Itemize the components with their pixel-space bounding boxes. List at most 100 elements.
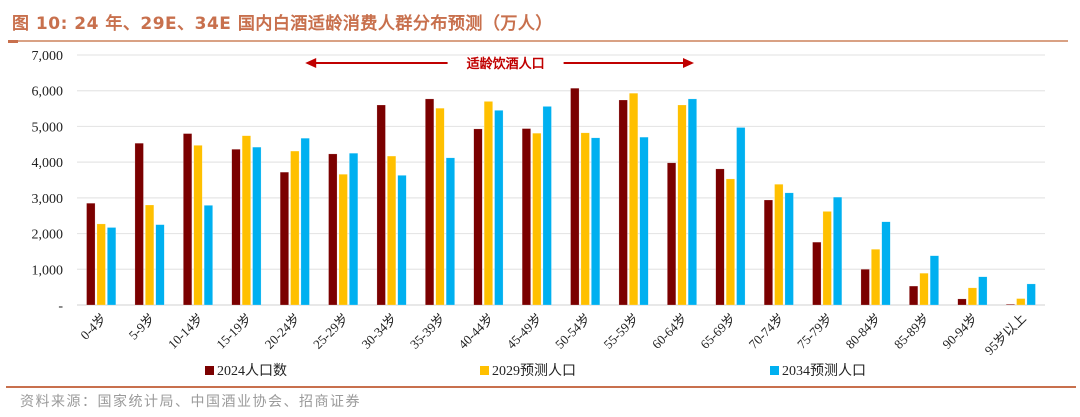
bar-2024人口数-5-9岁 — [134, 143, 144, 306]
bar-2024人口数-30-34岁 — [376, 104, 386, 306]
bar-2034预测人口-95岁以上 — [1026, 283, 1036, 306]
bar-2034预测人口-80-84岁 — [881, 221, 891, 306]
title-divider-accent — [8, 40, 18, 43]
bar-2034预测人口-45-49岁 — [542, 106, 552, 306]
bar-2029预测人口-30-34岁 — [387, 155, 397, 306]
bar-2034预测人口-5-9岁 — [155, 224, 165, 306]
source-note: 资料来源：国家统计局、中国酒业协会、招商证券 — [20, 394, 361, 410]
bar-2029预测人口-20-24岁 — [290, 150, 300, 306]
x-tick-label: 45-49岁 — [504, 311, 545, 352]
bar-2029预测人口-35-39岁 — [435, 108, 445, 306]
bar-2024人口数-85-89岁 — [909, 285, 919, 306]
bar-2024人口数-80-84岁 — [860, 269, 870, 306]
x-tick-label: 60-64岁 — [649, 311, 690, 352]
bar-2029预测人口-80-84岁 — [871, 249, 881, 306]
bar-2029预测人口-45-49岁 — [532, 133, 542, 306]
bar-2024人口数-75-79岁 — [812, 241, 822, 306]
x-tick-label: 75-79岁 — [794, 311, 835, 352]
y-tick-label: 6,000 — [32, 85, 64, 100]
legend-swatch-2029 — [480, 366, 489, 375]
bar-2024人口数-25-29岁 — [328, 153, 338, 306]
bar-2034预测人口-10-14岁 — [203, 205, 213, 306]
x-tick-label: 95岁以上 — [982, 311, 1029, 358]
bar-2024人口数-65-69岁 — [715, 168, 725, 306]
legend-swatch-2034 — [770, 366, 779, 375]
bar-2024人口数-60-64岁 — [667, 162, 677, 306]
bar-2024人口数-45-49岁 — [521, 128, 531, 306]
bar-2034预测人口-20-24岁 — [300, 138, 310, 306]
bar-2034预测人口-50-54岁 — [591, 137, 601, 306]
bar-2024人口数-10-14岁 — [183, 133, 193, 306]
bar-2029预测人口-70-74岁 — [774, 184, 784, 306]
x-tick-label: 55-59岁 — [600, 311, 641, 352]
bar-2034预测人口-75-79岁 — [833, 196, 843, 306]
gridlines — [77, 54, 1045, 306]
bar-2024人口数-70-74岁 — [763, 199, 773, 306]
bar-2034预测人口-25-29岁 — [349, 153, 359, 306]
x-tick-label: 25-29岁 — [310, 311, 351, 352]
bar-2029预测人口-10-14岁 — [193, 145, 203, 306]
annotation-arrowhead-left — [305, 58, 317, 68]
bar-2034预测人口-65-69岁 — [736, 127, 746, 306]
bar-2034预测人口-0-4岁 — [107, 227, 117, 306]
x-tick-label: 20-24岁 — [262, 311, 303, 352]
bar-2024人口数-35-39岁 — [425, 98, 435, 306]
legend-label-2029: 2029预测人口 — [492, 363, 576, 379]
x-tick-label: 85-89岁 — [891, 311, 932, 352]
x-tick-label: 15-19岁 — [213, 311, 254, 352]
bar-2029预测人口-85-89岁 — [919, 273, 929, 306]
bar-2034预测人口-90-94岁 — [978, 276, 988, 306]
annotation-label: 适龄饮酒人口 — [467, 56, 545, 72]
annotation-drinking-age: 适龄饮酒人口 — [305, 56, 694, 72]
x-tick-label: 0-4岁 — [77, 311, 109, 343]
x-tick-label: 5-9岁 — [126, 311, 158, 343]
bar-2029预测人口-90-94岁 — [967, 287, 977, 306]
x-tick-label: 10-14岁 — [165, 311, 206, 352]
y-tick-label: 2,000 — [32, 228, 64, 243]
x-tick-label: 50-54岁 — [552, 311, 593, 352]
y-tick-label: 4,000 — [32, 156, 64, 171]
bar-2029预测人口-75-79岁 — [822, 211, 832, 306]
y-tick-label: 3,000 — [32, 192, 64, 207]
bar-2024人口数-15-19岁 — [231, 149, 241, 306]
bar-2029预测人口-0-4岁 — [96, 223, 106, 306]
bar-2024人口数-90-94岁 — [957, 298, 967, 306]
x-axis: 0-4岁 5-9岁 10-14岁 15-19岁 20-24岁 25-29岁 30-34岁 35… — [77, 311, 1029, 358]
legend: 2024人口数 2029预测人口 2034预测人口 — [205, 363, 866, 379]
y-tick-label: 7,000 — [32, 49, 64, 64]
bars — [86, 88, 1036, 306]
y-tick-label: - — [58, 299, 63, 314]
x-tick-label: 35-39岁 — [407, 311, 448, 352]
title-divider — [8, 40, 1068, 42]
bar-2024人口数-55-59岁 — [618, 99, 628, 306]
bar-2034预测人口-40-44岁 — [494, 110, 504, 306]
bar-2029预测人口-40-44岁 — [483, 101, 493, 306]
bar-2034预测人口-85-89岁 — [929, 255, 939, 306]
bar-2029预测人口-50-54岁 — [580, 132, 590, 306]
annotation-arrowhead-right — [683, 58, 694, 68]
bar-2034预测人口-30-34岁 — [397, 175, 407, 306]
bar-2024人口数-0-4岁 — [86, 203, 96, 306]
bar-2024人口数-95岁以上 — [1005, 304, 1015, 306]
x-tick-label: 30-34岁 — [358, 311, 399, 352]
bar-2034预测人口-35-39岁 — [445, 157, 455, 306]
legend-label-2034: 2034预测人口 — [782, 363, 866, 379]
x-tick-label: 90-94岁 — [939, 311, 980, 352]
x-tick-label: 40-44岁 — [455, 311, 496, 352]
bar-2024人口数-50-54岁 — [570, 88, 580, 306]
bar-2029预测人口-60-64岁 — [677, 104, 687, 306]
bar-2029预测人口-15-19岁 — [241, 135, 251, 306]
bar-2029预测人口-55-59岁 — [629, 93, 639, 306]
y-tick-label: 5,000 — [32, 120, 64, 135]
y-axis: - 1,000 2,000 3,000 4,000 5,000 6,000 7,000 — [32, 49, 64, 314]
figure-title: 图 10: 24 年、29E、34E 国内白酒适龄消费人群分布预测（万人） — [12, 14, 553, 34]
bar-2029预测人口-5-9岁 — [145, 204, 155, 306]
bar-2034预测人口-70-74岁 — [784, 192, 794, 306]
x-tick-label: 65-69岁 — [697, 311, 738, 352]
bar-2029预测人口-65-69岁 — [725, 178, 735, 306]
legend-label-2024: 2024人口数 — [217, 363, 287, 379]
bar-2034预测人口-55-59岁 — [639, 136, 649, 306]
x-tick-label: 80-84岁 — [842, 311, 883, 352]
bar-2029预测人口-25-29岁 — [338, 174, 348, 306]
